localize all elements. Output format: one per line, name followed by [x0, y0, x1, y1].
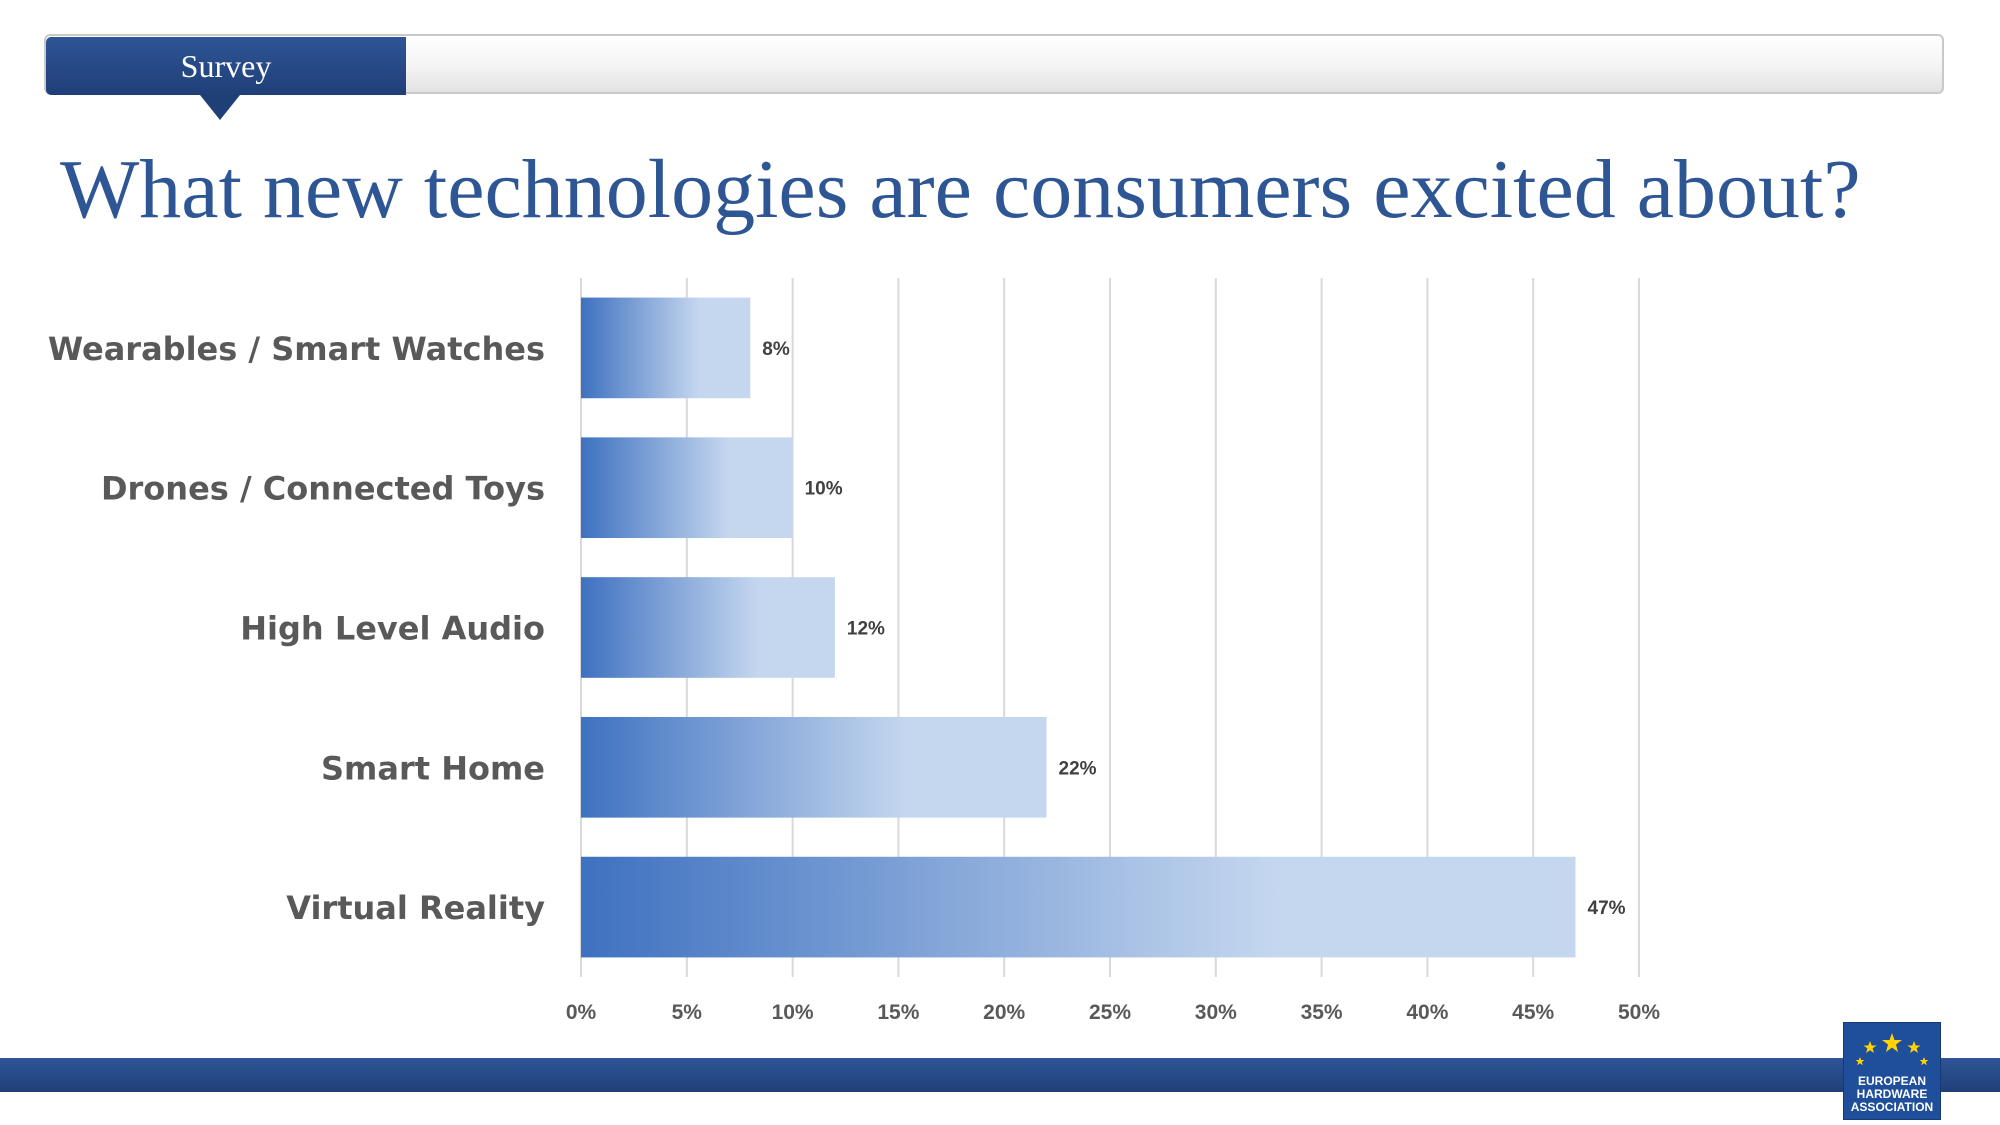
x-tick-label: 40%: [1406, 1001, 1448, 1024]
tab-pointer: [200, 95, 240, 120]
x-tick-label: 20%: [983, 1001, 1025, 1024]
value-label: 12%: [847, 619, 885, 640]
page-title: What new technologies are consumers exci…: [60, 143, 1861, 236]
bar-4: [581, 856, 1576, 958]
category-label: Wearables / Smart Watches: [48, 330, 545, 368]
value-label: 10%: [805, 479, 843, 500]
value-label: 8%: [762, 339, 790, 360]
x-tick-label: 50%: [1618, 1001, 1660, 1024]
footer-band: [0, 1058, 2000, 1092]
category-label: Drones / Connected Toys: [101, 470, 545, 508]
logo-line-3: ASSOCIATION: [1850, 1100, 1934, 1114]
labels: 0% 5% 10% 15% 20% 25% 30% 35% 40% 45% 50% Wearables…: [48, 330, 1661, 1024]
logo-text: EUROPEAN HARDWARE ASSOCIATION: [1844, 1075, 1940, 1114]
value-label: 22%: [1059, 758, 1097, 779]
logo-line-1: EUROPEAN: [1857, 1074, 1926, 1088]
category-label: High Level Audio: [240, 610, 545, 648]
category-label: Virtual Reality: [286, 889, 545, 927]
x-tick-label: 35%: [1301, 1001, 1343, 1024]
category-label: Smart Home: [321, 749, 545, 787]
x-tick-label: 15%: [877, 1001, 919, 1024]
x-tick-label: 5%: [672, 1001, 703, 1024]
bar-0: [581, 297, 751, 399]
logo-line-2: HARDWARE: [1856, 1087, 1928, 1101]
x-tick-label: 45%: [1512, 1001, 1554, 1024]
eu-stars-icon: [1855, 1033, 1929, 1066]
bar-1: [581, 437, 793, 539]
x-tick-label: 30%: [1195, 1001, 1237, 1024]
association-logo: EUROPEAN HARDWARE ASSOCIATION: [1843, 1022, 1941, 1120]
section-tab: Survey: [46, 37, 406, 95]
x-tick-label: 25%: [1089, 1001, 1131, 1024]
bars: [581, 297, 1576, 958]
value-label: 47%: [1588, 898, 1626, 919]
x-tick-label: 10%: [772, 1001, 814, 1024]
bar-3: [581, 716, 1047, 818]
x-tick-label: 0%: [566, 1001, 597, 1024]
section-label: Survey: [180, 47, 272, 84]
bar-2: [581, 577, 835, 678]
